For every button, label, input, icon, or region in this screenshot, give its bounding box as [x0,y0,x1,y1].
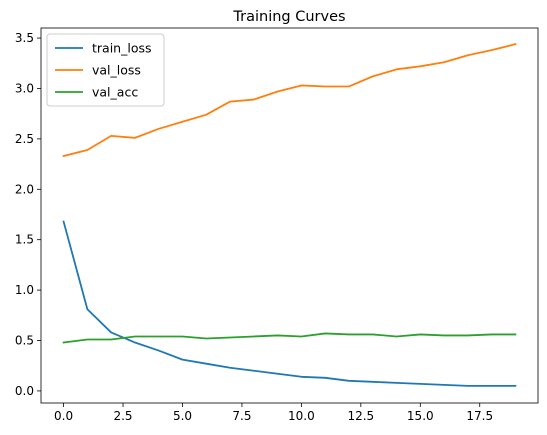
y-tick-label: 0.5 [15,334,34,348]
legend-label-train-loss: train_loss [92,41,152,56]
y-tick-label: 1.5 [15,233,34,247]
y-tick-label: 3.0 [15,81,34,95]
x-axis: 0.0 2.5 5.0 7.5 10.0 12.5 15.0 17.5 [54,403,493,423]
chart-title: Training Curves [232,9,345,25]
x-tick-label: 2.5 [113,409,132,423]
y-tick-label: 2.0 [15,182,34,196]
series-line-train-loss [62,220,517,387]
x-tick-label: 0.0 [54,409,73,423]
legend-box [46,33,165,107]
x-tick-label: 12.5 [347,409,374,423]
legend: train_loss val_loss val_acc [46,33,165,107]
x-tick-label: 17.5 [466,409,493,423]
legend-label-val-acc: val_acc [92,85,138,100]
y-tick-label: 3.5 [15,31,34,45]
x-tick-label: 15.0 [407,409,434,423]
series-lines [62,43,517,387]
y-tick-label: 1.0 [15,283,34,297]
y-axis: 0.0 0.5 1.0 1.5 2.0 2.5 3.0 3.5 [15,31,41,398]
y-tick-label: 2.5 [15,132,34,146]
series-line-val-acc [62,332,517,344]
x-tick-label: 5.0 [173,409,192,423]
plot-frame [40,27,539,404]
y-tick-label: 0.0 [15,384,34,398]
series-line-val-loss [62,43,517,158]
legend-label-val-loss: val_loss [92,63,141,78]
x-tick-label: 10.0 [288,409,315,423]
x-tick-label: 7.5 [232,409,251,423]
